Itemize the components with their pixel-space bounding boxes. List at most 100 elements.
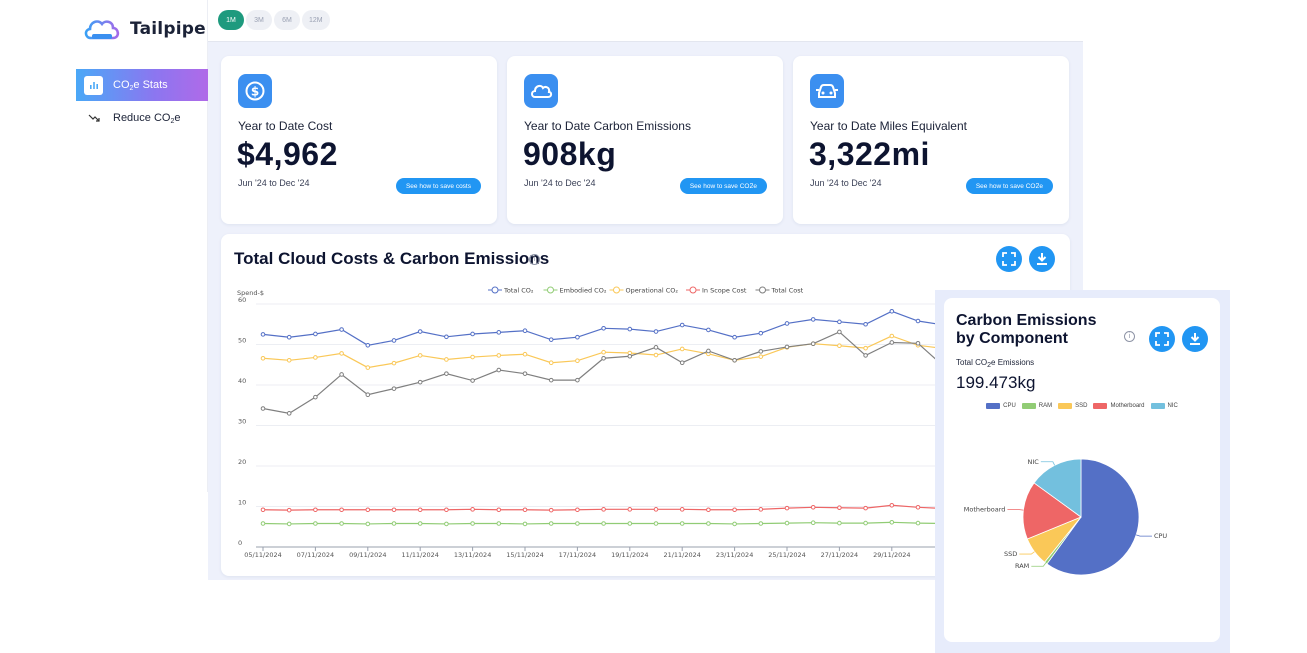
data-point <box>732 507 737 513</box>
data-point <box>810 520 816 526</box>
data-point <box>313 521 318 526</box>
data-point <box>417 379 423 385</box>
y-tick-label: 50 <box>238 337 246 345</box>
save-costs-button[interactable]: See how to save costs <box>395 178 481 194</box>
cost-stat-card: $ Year to Date Cost $4,962 Jun '24 to De… <box>221 56 497 224</box>
legend-label: CPU <box>1003 403 1016 409</box>
pie-label: RAM <box>1015 562 1029 570</box>
legend-item[interactable]: SSD <box>1058 403 1087 409</box>
legend-label: Motherboard <box>1110 403 1145 409</box>
stat-value: 3,322mi <box>809 136 930 172</box>
car-icon <box>810 74 844 108</box>
range-12m-button[interactable]: 12M <box>302 10 330 30</box>
data-point <box>548 337 554 342</box>
data-point <box>522 521 528 527</box>
logo[interactable]: Tailpipe <box>82 15 206 43</box>
component-card-title: Carbon Emissions by Component <box>956 312 1097 347</box>
legend-item: Operational CO₂ <box>609 286 679 295</box>
sidebar-item-co2e-stats[interactable]: CO2e Stats <box>76 69 208 101</box>
data-point <box>444 357 449 362</box>
data-point <box>758 330 764 336</box>
data-point <box>810 341 816 346</box>
info-icon[interactable]: i <box>529 254 540 265</box>
fullscreen-button[interactable] <box>1149 326 1175 352</box>
data-point <box>286 334 292 340</box>
x-tick-label: 23/11/2024 <box>716 551 753 559</box>
sidebar-item-label: Reduce CO2e <box>113 111 181 125</box>
range-1m-button[interactable]: 1M <box>218 10 244 30</box>
data-point <box>522 371 528 376</box>
download-button[interactable] <box>1182 326 1208 352</box>
y-tick-label: 10 <box>238 499 246 507</box>
y-tick-label: 30 <box>238 418 246 426</box>
data-point <box>575 521 580 526</box>
data-point <box>889 340 895 345</box>
pie-label: NIC <box>1028 458 1040 466</box>
legend-label: SSD <box>1075 403 1088 409</box>
save-co2e-button[interactable]: See how to save CO 2 e <box>965 178 1053 194</box>
data-point <box>260 521 266 526</box>
data-point <box>339 327 344 332</box>
data-point <box>758 354 764 359</box>
legend-item[interactable]: RAM <box>1021 403 1052 409</box>
range-3m-button[interactable]: 3M <box>246 10 272 30</box>
info-icon[interactable]: i <box>1124 331 1135 342</box>
data-point <box>784 505 790 511</box>
x-tick-label: 05/11/2024 <box>244 551 281 559</box>
component-card-panel: Carbon Emissions by Component i Total CO… <box>935 290 1230 653</box>
fullscreen-icon <box>1155 332 1169 346</box>
fullscreen-button[interactable] <box>996 246 1022 272</box>
x-tick-label: 09/11/2024 <box>349 551 386 559</box>
data-point <box>470 378 475 383</box>
x-tick-label: 07/11/2024 <box>297 551 334 559</box>
data-point <box>627 521 633 526</box>
x-tick-label: 29/11/2024 <box>873 551 910 559</box>
data-point <box>915 340 921 346</box>
data-point <box>470 331 475 337</box>
data-point <box>627 326 633 332</box>
cloud-logo-icon <box>84 20 120 40</box>
data-point <box>444 521 449 527</box>
legend-item: In Scope Cost <box>686 286 747 295</box>
legend-label: Operational CO₂ <box>626 287 679 295</box>
sidebar-item-reduce-co2e[interactable]: Reduce CO2e <box>76 102 208 134</box>
data-point <box>810 505 816 510</box>
data-point <box>444 334 449 340</box>
legend-item[interactable]: Motherboard <box>1093 403 1145 409</box>
data-point <box>863 520 868 526</box>
save-co2e-button[interactable]: See how to save CO 2 e <box>679 178 767 194</box>
data-point <box>653 521 659 526</box>
data-point <box>915 505 921 510</box>
data-point <box>260 355 266 361</box>
bar-chart-icon <box>84 75 103 95</box>
data-point <box>653 345 659 350</box>
app-name: Tailpipe <box>130 19 206 39</box>
data-point <box>496 367 502 373</box>
legend-swatch <box>1093 403 1108 409</box>
fullscreen-icon <box>1002 252 1016 266</box>
data-point <box>889 502 895 508</box>
sidebar-item-label: CO2e Stats <box>113 78 168 92</box>
range-6m-button[interactable]: 6M <box>274 10 300 30</box>
pie-legend: CPU RAM SSD Motherboard NIC <box>944 403 1220 409</box>
data-point <box>915 318 921 324</box>
download-button[interactable] <box>1029 246 1055 272</box>
data-point <box>706 507 711 513</box>
data-point <box>679 346 685 352</box>
data-point <box>391 338 397 343</box>
download-icon <box>1037 253 1047 265</box>
data-point <box>522 507 528 513</box>
dollar-icon: $ <box>238 74 272 108</box>
y-tick-label: 20 <box>238 458 246 466</box>
legend-item[interactable]: NIC <box>1150 403 1178 409</box>
stat-range: Jun '24 to Dec '24 <box>810 178 882 188</box>
legend-label: NIC <box>1167 403 1178 409</box>
chart-title: Total Cloud Costs & Carbon Emissions <box>234 249 550 268</box>
legend-item[interactable]: CPU <box>986 403 1016 409</box>
data-point <box>260 507 266 513</box>
data-point <box>522 351 528 357</box>
total-emissions-value: 199.473kg <box>956 373 1036 392</box>
data-point <box>837 319 842 325</box>
data-point <box>758 349 764 354</box>
data-point <box>679 521 685 526</box>
